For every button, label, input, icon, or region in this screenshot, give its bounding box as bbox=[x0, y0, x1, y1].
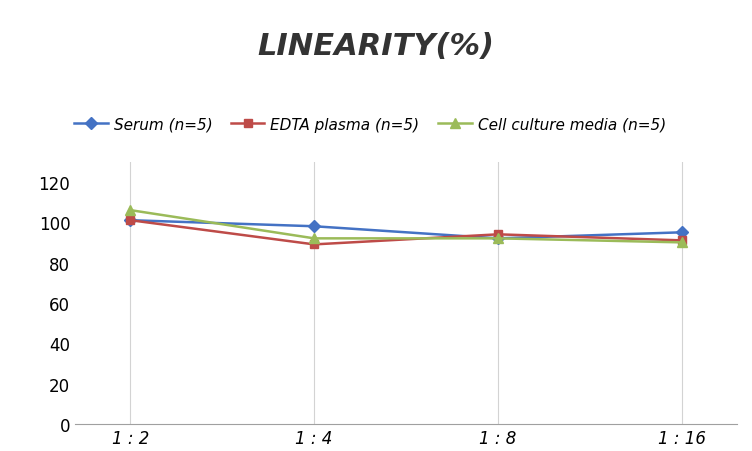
Line: Cell culture media (n=5): Cell culture media (n=5) bbox=[126, 206, 687, 248]
EDTA plasma (n=5) bbox=[310, 242, 319, 248]
Line: EDTA plasma (n=5): EDTA plasma (n=5) bbox=[126, 216, 686, 249]
Cell culture media (n=5) bbox=[493, 236, 502, 242]
Serum (n=5) bbox=[678, 230, 687, 235]
EDTA plasma (n=5) bbox=[493, 232, 502, 238]
Cell culture media (n=5) bbox=[310, 236, 319, 242]
EDTA plasma (n=5) bbox=[126, 218, 135, 223]
Line: Serum (n=5): Serum (n=5) bbox=[126, 216, 686, 243]
Text: LINEARITY(%): LINEARITY(%) bbox=[257, 32, 495, 60]
Serum (n=5) bbox=[493, 236, 502, 242]
Cell culture media (n=5) bbox=[126, 208, 135, 213]
Legend: Serum (n=5), EDTA plasma (n=5), Cell culture media (n=5): Serum (n=5), EDTA plasma (n=5), Cell cul… bbox=[68, 111, 672, 138]
Cell culture media (n=5) bbox=[678, 240, 687, 245]
Serum (n=5) bbox=[126, 218, 135, 223]
EDTA plasma (n=5) bbox=[678, 238, 687, 244]
Serum (n=5) bbox=[310, 224, 319, 230]
